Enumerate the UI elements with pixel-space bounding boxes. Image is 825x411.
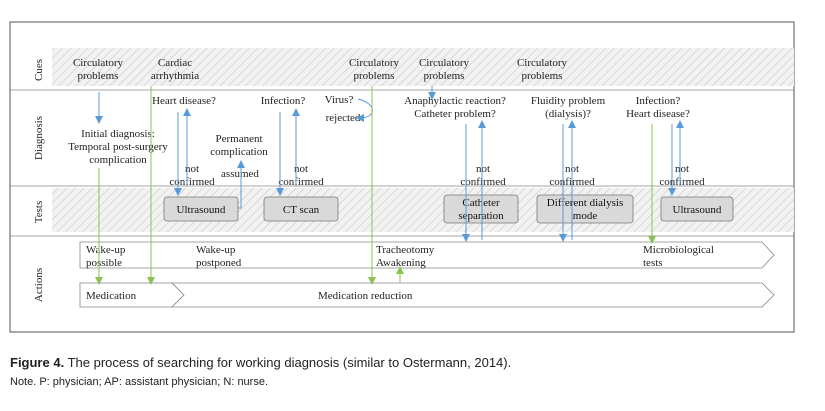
action-medication: Medication	[86, 290, 137, 302]
green-arrows	[95, 86, 656, 285]
diag-assumed: assumed	[221, 168, 259, 180]
cue-circulatory-2: Circulatory problems	[349, 57, 400, 82]
action-wake-up-possible: Wake-up possible	[86, 244, 126, 269]
lane-tests: Tests	[33, 201, 45, 223]
test-ultrasound-1-label: Ultrasound	[177, 204, 226, 216]
diag-not-confirmed-2: not confirmed	[278, 163, 324, 188]
action-tracheotomy: Tracheotomy Awakening	[376, 244, 435, 269]
action-microbiological: Microbiological tests	[643, 244, 714, 269]
diag-not-confirmed-3: not confirmed	[460, 163, 506, 188]
diag-anaphylactic: Anaphylactic reaction? Catheter problem?	[404, 95, 506, 120]
test-ultrasound-1	[163, 196, 239, 222]
action-wake-up-postponed: Wake-up postponed	[196, 244, 242, 269]
test-dialysis	[536, 194, 634, 224]
diag-infection: Infection?	[261, 95, 306, 107]
diag-initial: Initial diagnosis: Temporal post-surgery c…	[68, 128, 168, 166]
diag-fluidity: Fluidity problem (dialysis)?	[531, 95, 606, 120]
action-chevron-3	[171, 282, 775, 308]
lane-actions: Actions	[33, 268, 45, 302]
cue-circulatory-1: Circulatory problems	[73, 57, 124, 82]
lane-diagnosis: Diagnosis	[33, 116, 45, 160]
cue-circulatory-4: Circulatory problems	[517, 57, 568, 82]
diag-rejected: rejected	[326, 112, 361, 124]
action-medication-reduction: Medication reduction	[318, 290, 413, 302]
test-ct-scan	[263, 196, 339, 222]
diag-not-confirmed-5: not confirmed	[659, 163, 705, 188]
test-ct-scan-label: CT scan	[283, 204, 320, 216]
blue-arrows	[95, 86, 684, 242]
figure-caption-text: The process of searching for working dia…	[67, 355, 512, 370]
diag-not-confirmed-1: not confirmed	[169, 163, 215, 188]
lane-cues: Cues	[33, 59, 45, 81]
diag-virus: Virus?	[325, 94, 354, 106]
test-ultrasound-2-label: Ultrasound	[673, 204, 722, 216]
cue-circulatory-3: Circulatory problems	[419, 57, 470, 82]
cue-cardiac-arrhythmia: Cardiac arrhythmia	[151, 57, 199, 82]
cues-band	[52, 48, 794, 86]
figure-label: Figure 4.	[10, 355, 65, 370]
diag-permanent: Permanent complication	[210, 133, 268, 158]
test-catheter-label: Catheter separation	[458, 197, 504, 222]
figure-caption: Figure 4. The process of searching for w…	[10, 355, 511, 370]
test-dialysis-label: Different dialysis mode	[547, 197, 623, 222]
diag-infection-heart: Infection? Heart disease?	[626, 95, 690, 120]
test-catheter	[443, 194, 519, 224]
figure-note: Note. P: physician; AP: assistant physic…	[10, 376, 269, 388]
test-ultrasound-2	[660, 196, 734, 222]
diag-heart-disease: Heart disease?	[152, 95, 216, 107]
